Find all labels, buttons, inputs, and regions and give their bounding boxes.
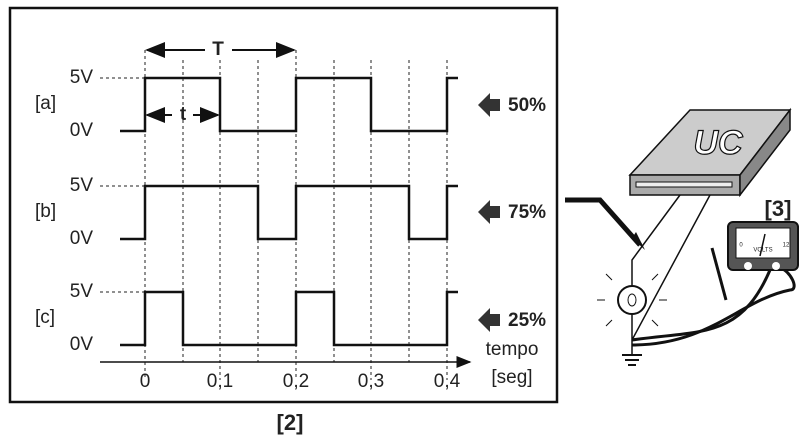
tick-label: 0,4 (434, 371, 461, 392)
low-label: 0V (70, 334, 94, 355)
high-label: 5V (70, 67, 94, 88)
figure-label: [2] (277, 410, 304, 435)
low-label: 0V (70, 120, 94, 141)
row-tag: [a] (35, 93, 56, 114)
row-tag: [c] (35, 307, 55, 328)
circuit: UC VOLTS 0 12 [3] (565, 107, 799, 366)
period-label: T (212, 39, 224, 60)
duty-label: 50% (508, 95, 546, 116)
box-label: UC (693, 124, 743, 162)
pulse-label: t (180, 104, 187, 125)
low-label: 0V (70, 228, 94, 249)
high-label: 5V (70, 175, 94, 196)
tick-label: 0,1 (207, 371, 233, 392)
device-label: [3] (765, 196, 792, 221)
tick-label: 0,3 (358, 371, 384, 392)
gridlines (100, 50, 448, 380)
duty-label: 25% (508, 310, 546, 331)
frame (8, 6, 559, 404)
meter-max: 12 (783, 243, 790, 249)
duty-label: 75% (508, 202, 546, 223)
axis-label: tempo (486, 339, 539, 360)
waveforms (120, 76, 458, 347)
tick-label: 0 (140, 371, 151, 392)
duty-arrows (478, 93, 500, 332)
row-tag: [b] (35, 201, 56, 222)
meter-label: VOLTS (753, 248, 772, 254)
axis-unit: [seg] (491, 367, 532, 388)
high-label: 5V (70, 281, 94, 302)
tick-label: 0,2 (283, 371, 309, 392)
meter-min: 0 (739, 243, 743, 249)
